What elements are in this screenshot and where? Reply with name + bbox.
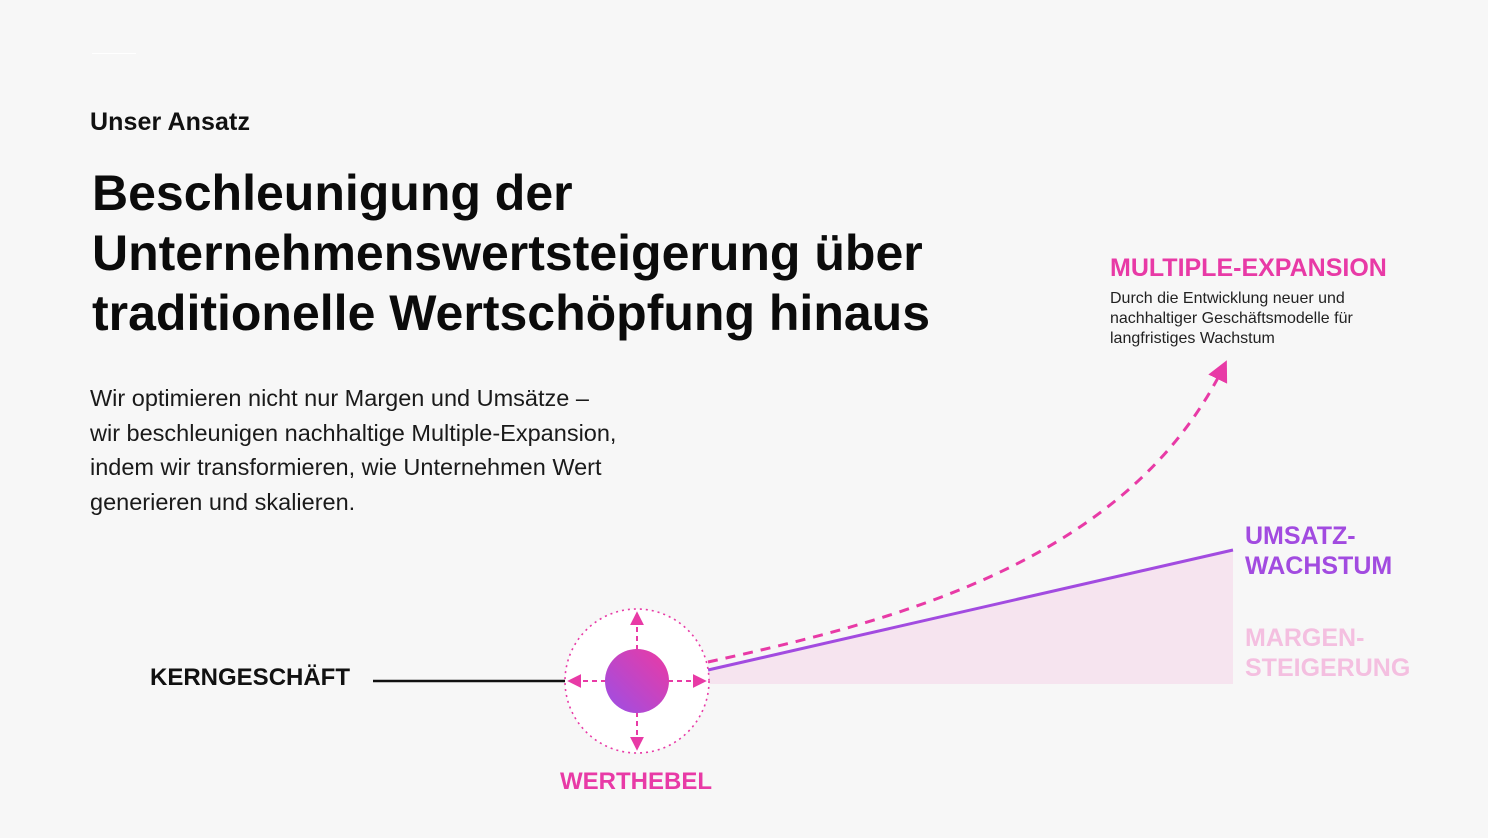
description-line: nachhaltiger Geschäftsmodelle für [1110, 310, 1353, 327]
intro-line: Wir optimieren nicht nur Margen und Umsä… [90, 385, 589, 411]
revenue-label-line: UMSATZ- [1245, 522, 1356, 550]
section-eyebrow: Unser Ansatz [90, 108, 251, 136]
headline-line: traditionelle Wertschöpfung hinaus [92, 285, 931, 341]
multiple-expansion-label: MULTIPLE-EXPANSION [1110, 254, 1387, 282]
revenue-label-line: WACHSTUM [1245, 552, 1393, 580]
core-business-label: KERNGESCHÄFT [150, 664, 351, 691]
margin-increase-label: MARGEN- STEIGERUNG [1245, 623, 1410, 683]
revenue-growth-label: UMSATZ- WACHSTUM [1245, 521, 1392, 581]
intro-line: indem wir transformieren, wie Unternehme… [90, 454, 602, 480]
margin-area [708, 550, 1233, 684]
multiple-expansion-description: Durch die Entwicklung neuer und nachhalt… [1110, 289, 1410, 349]
top-accent-rule [92, 53, 136, 54]
margin-label-line: MARGEN- [1245, 624, 1365, 652]
intro-line: generieren und skalieren. [90, 488, 356, 515]
value-lever-label: WERTHEBEL [560, 768, 712, 795]
multiple-expansion-arrow [707, 360, 1228, 664]
headline-line: Beschleunigung der [92, 165, 573, 221]
margin-label-line: STEIGERUNG [1245, 654, 1411, 682]
headline-line: Unternehmenswertsteigerung über [92, 225, 923, 281]
description-line: langfristiges Wachstum [1110, 330, 1275, 347]
intro-paragraph: Wir optimieren nicht nur Margen und Umsä… [90, 381, 710, 519]
page-headline: Beschleunigung der Unternehmenswertsteig… [92, 163, 992, 343]
description-line: Durch die Entwicklung neuer und [1110, 290, 1345, 307]
revenue-growth-line [707, 548, 1234, 672]
lever-core-circle [605, 649, 669, 713]
intro-line: wir beschleunigen nachhaltige Multiple-E… [90, 419, 617, 446]
